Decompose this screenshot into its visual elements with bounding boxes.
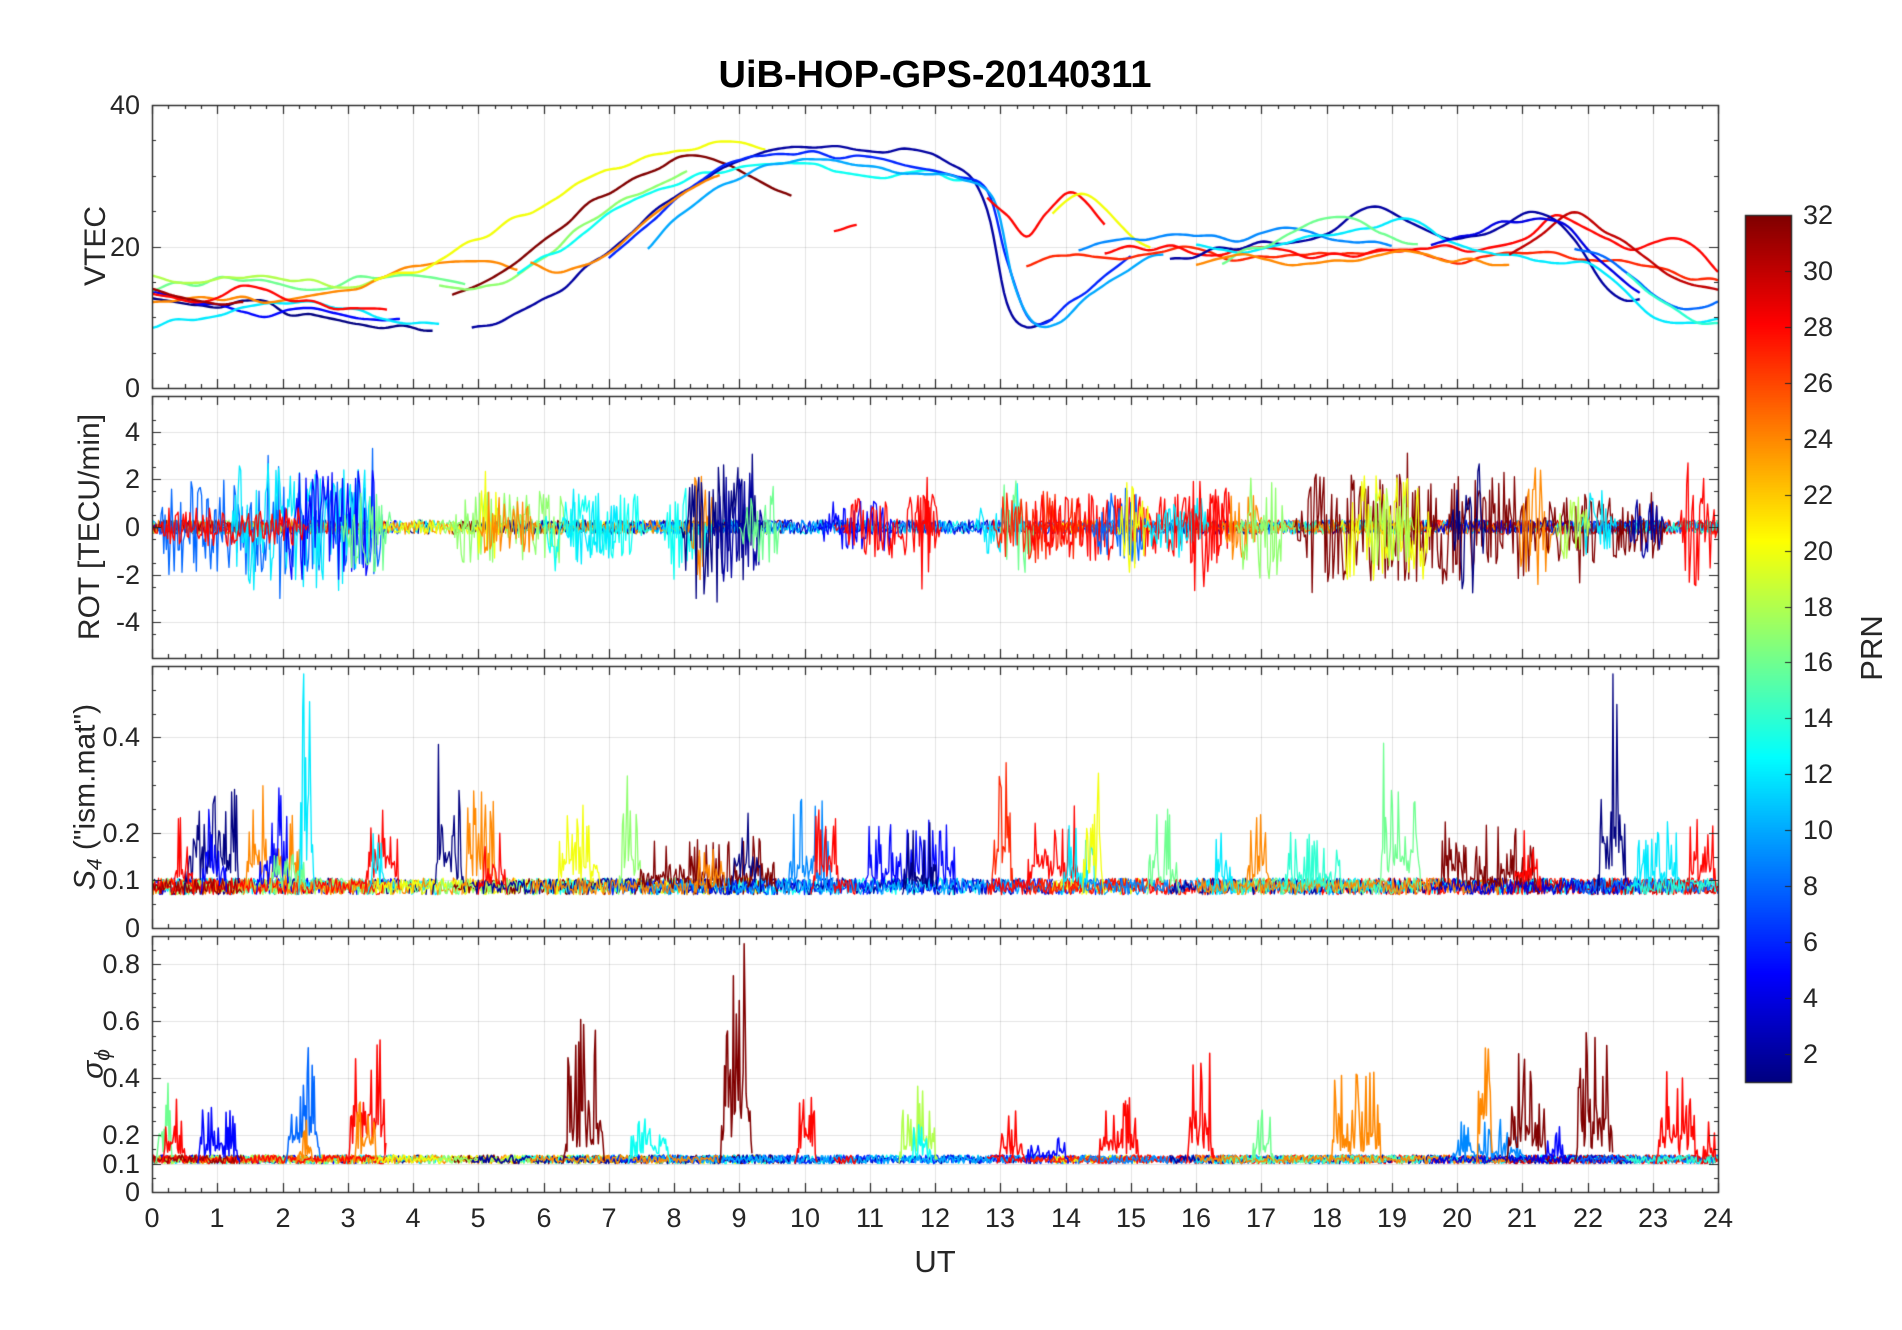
colorbar-tick-label: 6	[1803, 927, 1819, 957]
x-tick-label: 8	[666, 1203, 682, 1233]
chart-title: UiB-HOP-GPS-20140311	[718, 54, 1152, 96]
x-tick-label: 12	[919, 1203, 951, 1233]
y-tick-label-sigma_phi: 0	[124, 1177, 140, 1207]
x-tick-label: 18	[1311, 1203, 1343, 1233]
y-tick-label-s4: 0.4	[102, 722, 140, 752]
colorbar-tick-label: 30	[1803, 256, 1834, 286]
y-tick-label-rot: 2	[124, 464, 140, 494]
y-tick-label-sigma_phi: 0.8	[102, 949, 140, 979]
colorbar-tick-label: 12	[1803, 759, 1834, 789]
x-tick-label: 14	[1050, 1203, 1082, 1233]
y-tick-label-s4: 0.1	[102, 865, 140, 895]
colorbar-tick-label: 18	[1803, 592, 1834, 622]
x-tick-label: 19	[1376, 1203, 1408, 1233]
y-tick-label-rot: -4	[115, 607, 140, 637]
colorbar-tick-label: 20	[1803, 536, 1834, 566]
colorbar-tick-label: 14	[1803, 703, 1834, 733]
y-tick-label-vtec: 40	[109, 90, 140, 120]
colorbar-tick-label: 28	[1803, 312, 1834, 342]
x-tick-label: 5	[470, 1203, 486, 1233]
x-tick-label: 1	[209, 1203, 225, 1233]
colorbar-tick-label: 2	[1803, 1039, 1819, 1069]
colorbar-tick-label: 24	[1803, 424, 1834, 454]
x-tick-label: 10	[789, 1203, 821, 1233]
x-tick-label: 23	[1637, 1203, 1669, 1233]
x-tick-label: 0	[144, 1203, 160, 1233]
x-tick-label: 16	[1180, 1203, 1212, 1233]
y-tick-label-s4: 0	[124, 913, 140, 943]
colorbar-tick-label: 22	[1803, 480, 1834, 510]
x-tick-label: 11	[855, 1203, 885, 1233]
x-tick-label: 2	[275, 1203, 291, 1233]
x-tick-label: 22	[1572, 1203, 1604, 1233]
y-tick-label-s4: 0.2	[102, 818, 140, 848]
y-tick-label-vtec: 20	[109, 232, 140, 262]
x-tick-label: 15	[1115, 1203, 1147, 1233]
y-tick-label-sigma_phi: 0.1	[102, 1149, 140, 1179]
x-tick-label: 6	[536, 1203, 552, 1233]
y-tick-label-sigma_phi: 0.2	[102, 1120, 140, 1150]
x-tick-label: 9	[731, 1203, 747, 1233]
y-tick-label-rot: 4	[124, 417, 140, 447]
x-tick-label: 13	[984, 1203, 1016, 1233]
x-tick-label: 20	[1441, 1203, 1473, 1233]
x-tick-label: 7	[601, 1203, 617, 1233]
x-tick-label: 21	[1506, 1203, 1538, 1233]
x-tick-label: 3	[340, 1203, 356, 1233]
y-tick-label-rot: 0	[124, 512, 140, 542]
x-tick-label: 17	[1245, 1203, 1277, 1233]
y-tick-label-sigma_phi: 0.6	[102, 1006, 140, 1036]
colorbar-tick-label: 4	[1803, 983, 1819, 1013]
x-axis-label: UT	[914, 1244, 956, 1279]
y-tick-label-rot: -2	[115, 560, 140, 590]
colorbar-tick-label: 26	[1803, 368, 1834, 398]
colorbar-tick-label: 16	[1803, 647, 1834, 677]
colorbar-tick-label: 32	[1803, 200, 1834, 230]
colorbar-tick-label: 8	[1803, 871, 1819, 901]
phi-subscript: ϕ	[91, 1049, 115, 1061]
x-tick-label: 24	[1702, 1203, 1734, 1233]
colorbar-tick-label: 10	[1803, 815, 1834, 845]
y-tick-label-vtec: 0	[124, 373, 140, 403]
y-tick-label-sigma_phi: 0.4	[102, 1063, 140, 1093]
x-tick-label: 4	[405, 1203, 421, 1233]
